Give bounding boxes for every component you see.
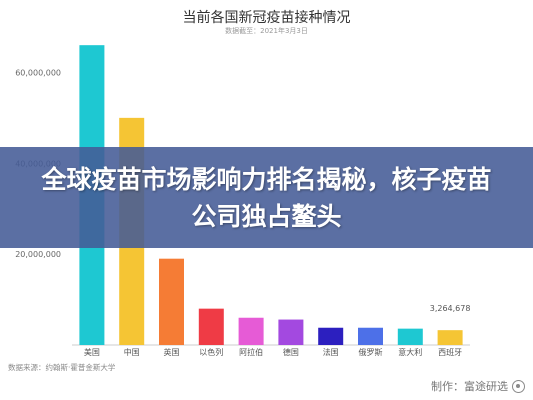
source-note: 数据来源：约翰斯·霍普金斯大学 [8, 363, 116, 372]
banner-headline: 全球疫苗市场影响力排名揭秘，核子疫苗公司独占鳌头 [41, 164, 492, 231]
x-tick-label: 美国 [84, 347, 100, 357]
x-tick-label: 德国 [283, 347, 299, 357]
x-tick-label: 中国 [124, 347, 140, 357]
data-label: 3,264,678 [430, 304, 471, 313]
bar [198, 308, 224, 345]
x-axis-labels: 美国 中国 英国 以色列 阿拉伯 德国 法国 俄罗斯 意大利 西班牙 [84, 347, 462, 357]
y-tick-label: 60,000,000 [15, 68, 61, 77]
bar [318, 327, 344, 345]
bar [397, 328, 423, 345]
x-tick-label: 英国 [164, 347, 180, 357]
bar [238, 317, 264, 345]
watermark: 制作：富途研选 [431, 378, 525, 394]
watermark-text: 制作：富途研选 [431, 380, 508, 393]
headline-banner: 全球疫苗市场影响力排名揭秘，核子疫苗公司独占鳌头 [0, 147, 533, 248]
x-tick-label: 以色列 [199, 347, 223, 357]
bar [437, 330, 463, 345]
x-tick-label: 意大利 [398, 347, 422, 357]
futu-logo-icon [512, 379, 525, 393]
x-tick-label: 俄罗斯 [359, 347, 383, 357]
data-labels: 3,264,678 [430, 304, 471, 313]
bar [159, 258, 184, 345]
chart-subtitle: 数据截至：2021年3月3日 [225, 27, 308, 35]
x-tick-label: 阿拉伯 [239, 347, 263, 357]
y-tick-label: 20,000,000 [15, 250, 61, 259]
x-tick-label: 西班牙 [438, 347, 462, 357]
bar [278, 319, 304, 345]
x-tick-label: 法国 [323, 347, 339, 357]
bar [358, 327, 383, 345]
chart-title: 当前各国新冠疫苗接种情况 [182, 10, 351, 26]
